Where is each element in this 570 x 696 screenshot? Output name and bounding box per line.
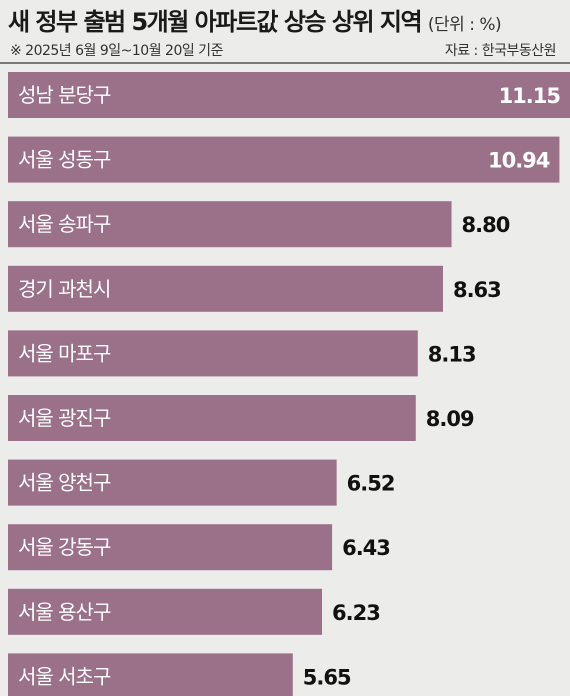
chart-title: 새 정부 출범 5개월 아파트값 상승 상위 지역 (단위 : %) <box>8 2 502 37</box>
bar-2 <box>8 136 560 183</box>
category-label-8: 서울 강동구 <box>18 535 111 559</box>
value-label-4: 8.63 <box>453 278 501 302</box>
bar-10 <box>8 653 293 696</box>
category-label-2: 서울 성동구 <box>18 148 111 172</box>
value-label-5: 8.13 <box>428 342 476 366</box>
category-label-1: 성남 분당구 <box>18 83 111 107</box>
category-label-7: 서울 양천구 <box>18 471 111 495</box>
value-label-8: 6.43 <box>342 536 390 560</box>
category-label-5: 서울 마포구 <box>18 341 111 365</box>
chart-source: 자료 : 한국부동산원 <box>444 43 557 59</box>
value-label-9: 6.23 <box>332 601 380 625</box>
bar-7 <box>8 459 337 506</box>
category-label-4: 경기 과천시 <box>18 277 110 301</box>
bar-1 <box>8 72 570 118</box>
category-label-10: 서울 서초구 <box>18 664 111 688</box>
category-label-3: 서울 송파구 <box>18 212 111 236</box>
bar-3 <box>8 201 452 248</box>
chart-note: ※ 2025년 6월 9일~10월 20일 기준 <box>10 43 223 59</box>
bar-6 <box>8 395 416 441</box>
value-label-7: 6.52 <box>347 472 395 496</box>
value-label-1: 11.15 <box>499 84 561 108</box>
bar-8 <box>8 524 333 571</box>
chart-unit: (단위 : %) <box>427 15 502 35</box>
category-label-6: 서울 광진구 <box>18 406 111 430</box>
value-label-2: 10.94 <box>488 149 550 173</box>
category-label-9: 서울 용산구 <box>18 600 111 624</box>
bar-4 <box>8 265 443 312</box>
chart-title-text: 새 정부 출범 5개월 아파트값 상승 상위 지역 <box>8 8 423 36</box>
bar-5 <box>8 330 418 377</box>
bar-9 <box>8 588 323 635</box>
header-divider <box>0 62 570 64</box>
value-label-3: 8.80 <box>462 213 510 237</box>
value-label-10: 5.65 <box>303 665 351 689</box>
value-label-6: 8.09 <box>426 407 474 431</box>
